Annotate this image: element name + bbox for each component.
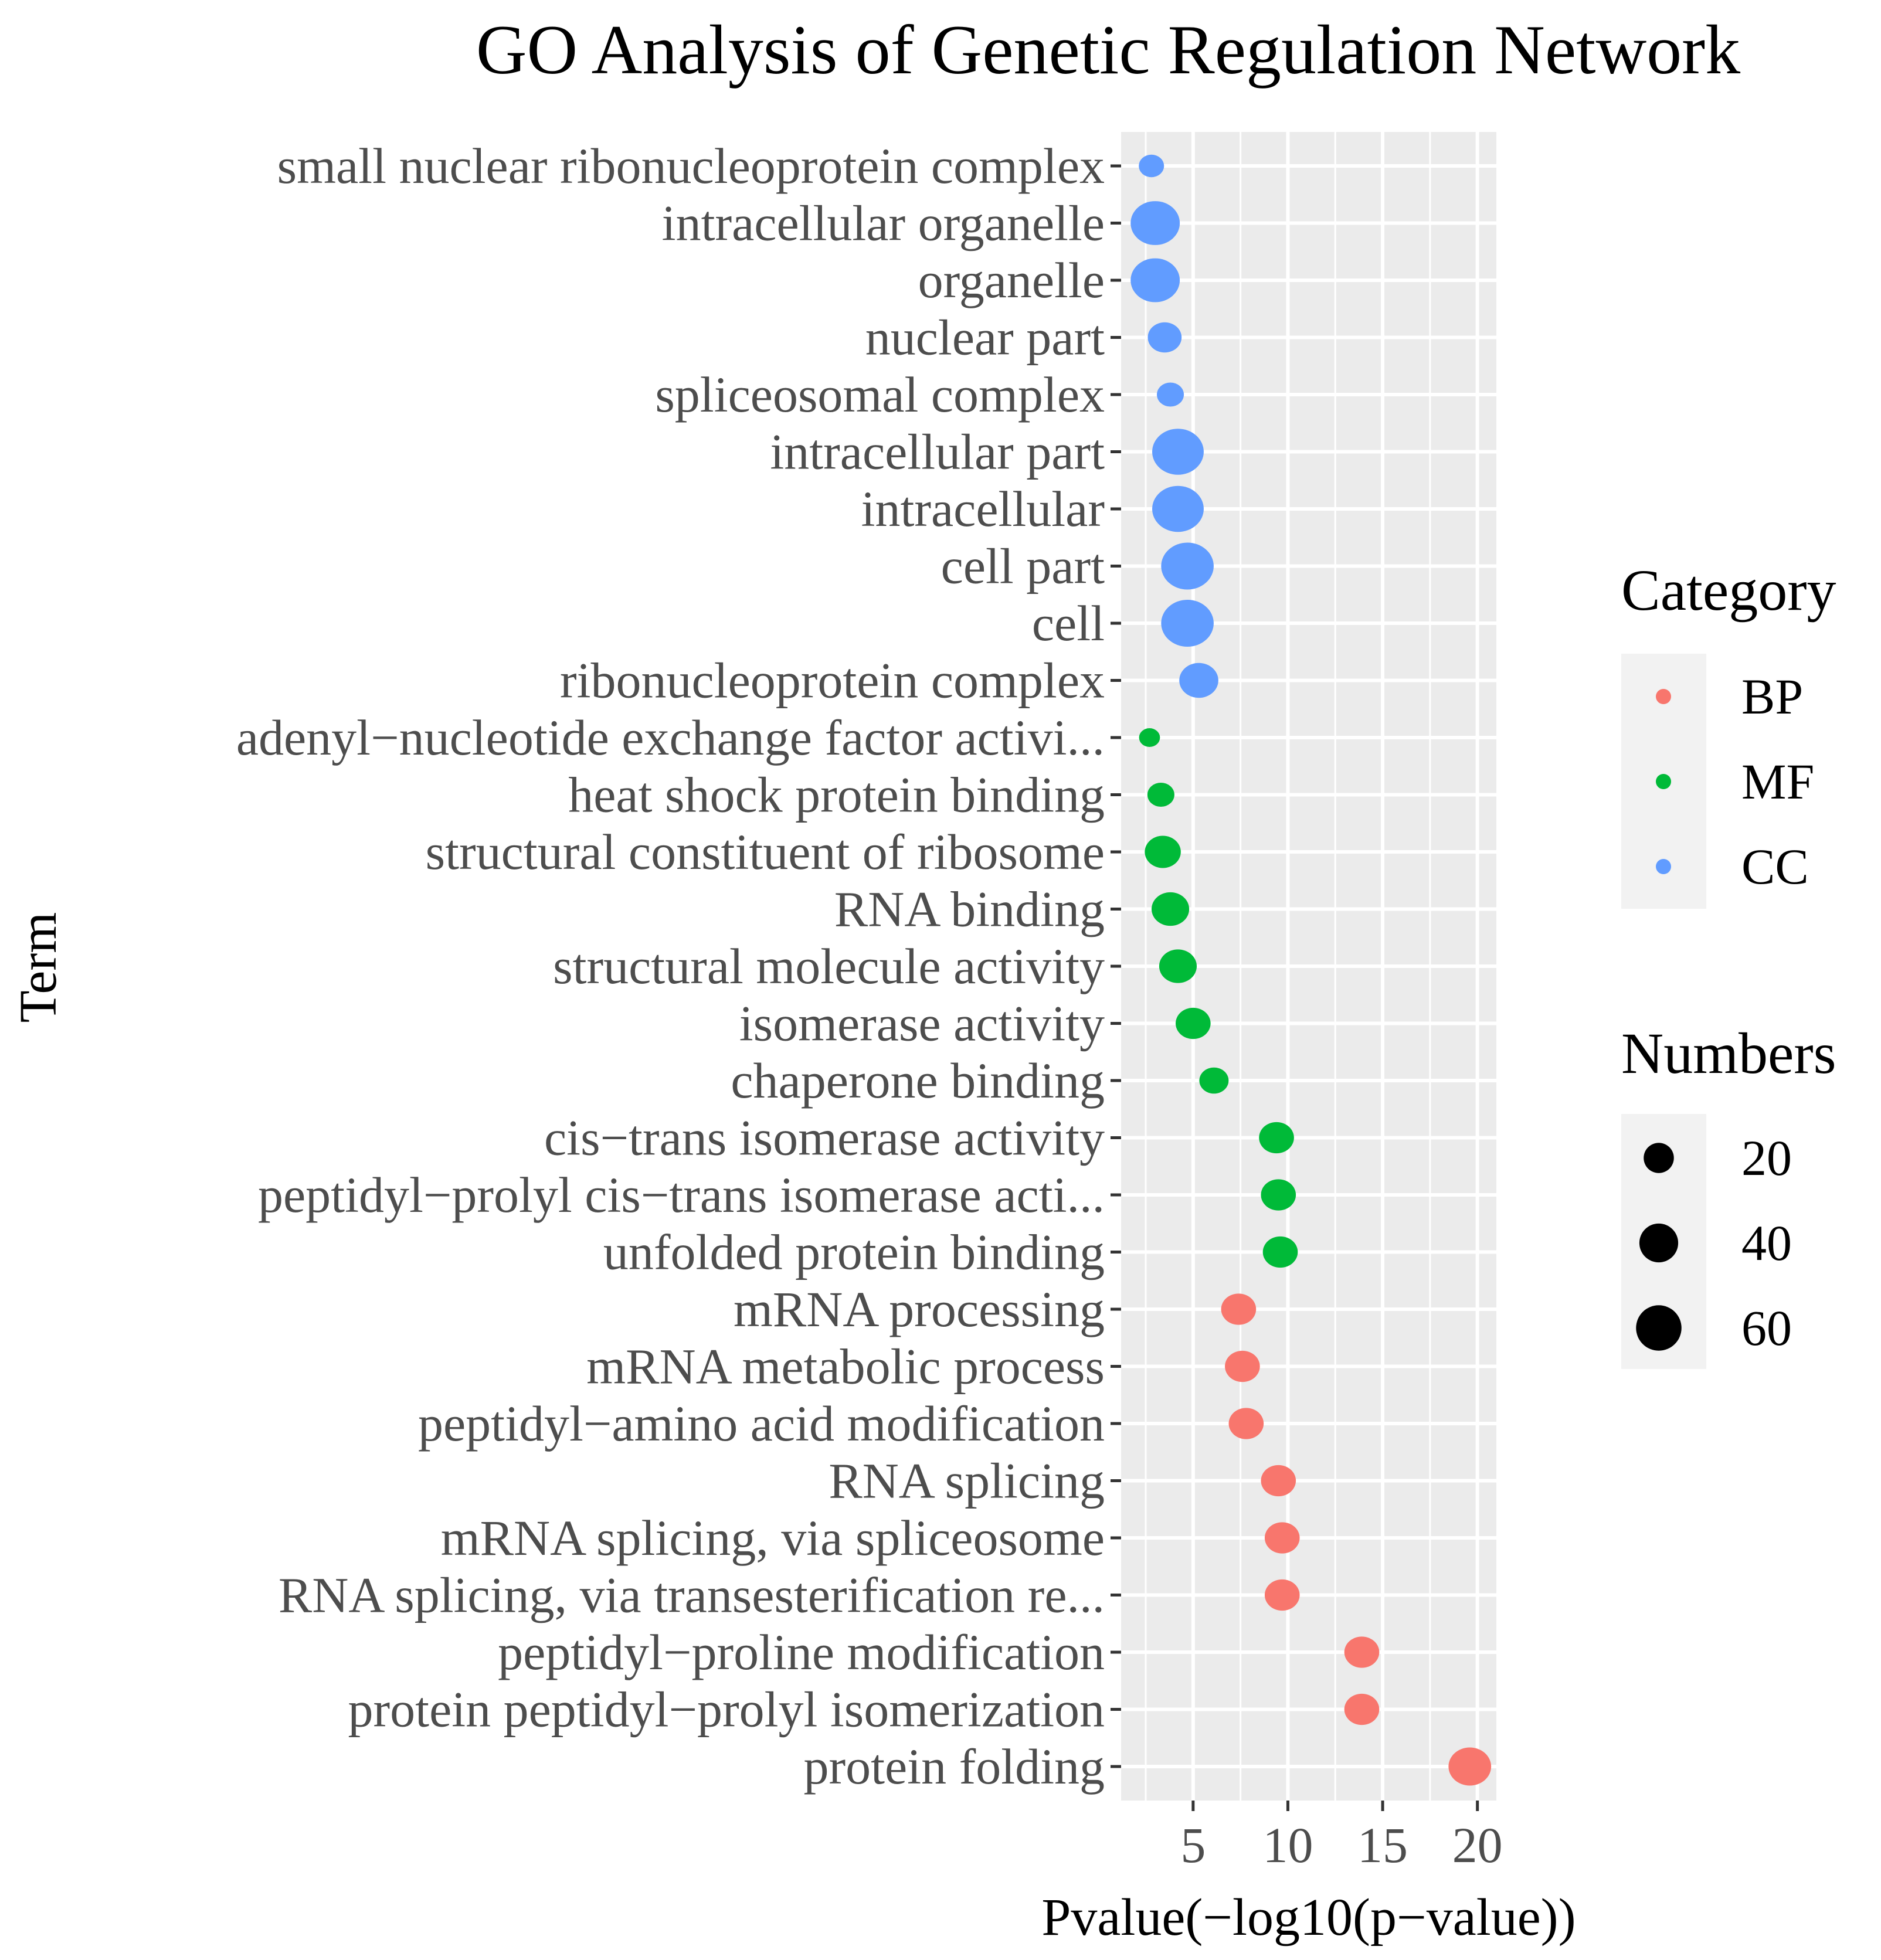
numbers-legend-title: Numbers <box>1621 1021 1836 1086</box>
point-8 <box>1161 600 1214 647</box>
size-legend-label-40: 40 <box>1741 1215 1792 1271</box>
point-10 <box>1139 728 1160 747</box>
y-tick-label-16: chaperone binding <box>731 1052 1105 1109</box>
point-28 <box>1448 1747 1492 1786</box>
y-axis-title: Term <box>9 912 67 1023</box>
y-tick-label-27: protein peptidyl−prolyl isomerization <box>348 1682 1105 1738</box>
point-16 <box>1199 1067 1229 1094</box>
point-21 <box>1225 1350 1260 1382</box>
y-tick-label-21: mRNA metabolic process <box>586 1339 1105 1395</box>
y-tick-label-28: protein folding <box>803 1738 1105 1795</box>
y-tick-label-13: RNA binding <box>834 881 1105 937</box>
x-tick-label-2: 15 <box>1357 1817 1408 1873</box>
point-18 <box>1261 1179 1296 1211</box>
y-tick-label-2: organelle <box>918 252 1105 308</box>
x-tick-label-1: 10 <box>1262 1817 1313 1873</box>
point-11 <box>1147 782 1174 807</box>
x-axis-title: Pvalue(−log10(p−value)) <box>1041 1888 1576 1947</box>
x-axis: 5 10 15 20 <box>1180 1801 1503 1873</box>
point-26 <box>1344 1636 1380 1668</box>
y-tick-label-5: intracellular part <box>770 424 1105 480</box>
y-tick-label-20: mRNA processing <box>734 1281 1105 1337</box>
point-6 <box>1152 485 1204 532</box>
size-legend-label-60: 60 <box>1741 1300 1792 1356</box>
point-0 <box>1139 154 1164 178</box>
category-legend-title: Category <box>1621 558 1836 623</box>
y-tick-label-11: heat shock protein binding <box>568 767 1105 823</box>
point-7 <box>1161 542 1214 590</box>
category-legend: Category BP MF CC <box>1621 558 1836 909</box>
chart-title: GO Analysis of Genetic Regulation Networ… <box>476 11 1740 89</box>
size-legend-key-20 <box>1644 1143 1674 1173</box>
x-tick-label-0: 5 <box>1180 1817 1206 1873</box>
point-15 <box>1176 1007 1211 1040</box>
y-tick-label-18: peptidyl−prolyl cis−trans isomerase acti… <box>258 1167 1105 1223</box>
legend-key-CC <box>1656 859 1671 874</box>
y-tick-label-6: intracellular <box>861 481 1105 537</box>
legend-label-BP: BP <box>1741 668 1803 725</box>
y-axis: small nuclear ribonucleoprotein complexi… <box>236 138 1121 1795</box>
y-tick-label-3: nuclear part <box>865 310 1105 366</box>
point-9 <box>1179 663 1218 698</box>
point-1 <box>1130 201 1180 245</box>
y-tick-label-7: cell part <box>941 538 1105 595</box>
y-tick-label-9: ribonucleoprotein complex <box>560 653 1105 709</box>
point-20 <box>1221 1293 1257 1325</box>
numbers-legend: Numbers 20 40 60 <box>1621 1021 1836 1369</box>
y-tick-label-19: unfolded protein binding <box>603 1224 1105 1280</box>
x-tick-label-3: 20 <box>1452 1817 1503 1873</box>
legend-label-CC: CC <box>1741 838 1809 895</box>
point-14 <box>1159 949 1197 983</box>
point-3 <box>1147 322 1182 353</box>
y-tick-label-26: peptidyl−proline modification <box>498 1624 1105 1680</box>
y-tick-label-25: RNA splicing, via transesterification re… <box>279 1567 1105 1623</box>
y-tick-label-24: mRNA splicing, via spliceosome <box>441 1510 1105 1566</box>
point-4 <box>1157 382 1184 407</box>
point-17 <box>1259 1122 1294 1154</box>
size-legend-key-40 <box>1639 1223 1679 1263</box>
size-legend-label-20: 20 <box>1741 1130 1792 1186</box>
y-tick-label-10: adenyl−nucleotide exchange factor activi… <box>236 709 1105 766</box>
legend-label-MF: MF <box>1741 753 1814 810</box>
y-tick-label-15: isomerase activity <box>739 996 1105 1052</box>
y-tick-label-17: cis−trans isomerase activity <box>544 1110 1105 1166</box>
y-tick-label-8: cell <box>1032 595 1105 651</box>
major-gridlines <box>1121 132 1496 1801</box>
y-tick-label-12: structural constituent of ribosome <box>426 824 1105 880</box>
point-12 <box>1145 835 1181 868</box>
point-27 <box>1344 1693 1380 1725</box>
y-tick-label-22: peptidyl−amino acid modification <box>418 1395 1105 1452</box>
point-2 <box>1130 258 1180 303</box>
y-tick-label-0: small nuclear ribonucleoprotein complex <box>277 138 1105 194</box>
point-5 <box>1152 429 1204 475</box>
point-24 <box>1264 1522 1300 1554</box>
legend-key-BP <box>1656 689 1671 704</box>
point-19 <box>1262 1236 1298 1268</box>
y-tick-label-4: spliceosomal complex <box>655 366 1105 423</box>
point-23 <box>1261 1465 1296 1497</box>
size-legend-key-60 <box>1636 1305 1682 1351</box>
point-22 <box>1228 1408 1264 1439</box>
data-points <box>1130 154 1492 1786</box>
legend-key-MF <box>1656 774 1671 789</box>
y-tick-label-1: intracellular organelle <box>662 195 1105 252</box>
y-tick-label-23: RNA splicing <box>829 1453 1105 1509</box>
point-13 <box>1151 892 1190 926</box>
y-tick-label-14: structural molecule activity <box>553 938 1105 994</box>
point-25 <box>1264 1579 1300 1611</box>
